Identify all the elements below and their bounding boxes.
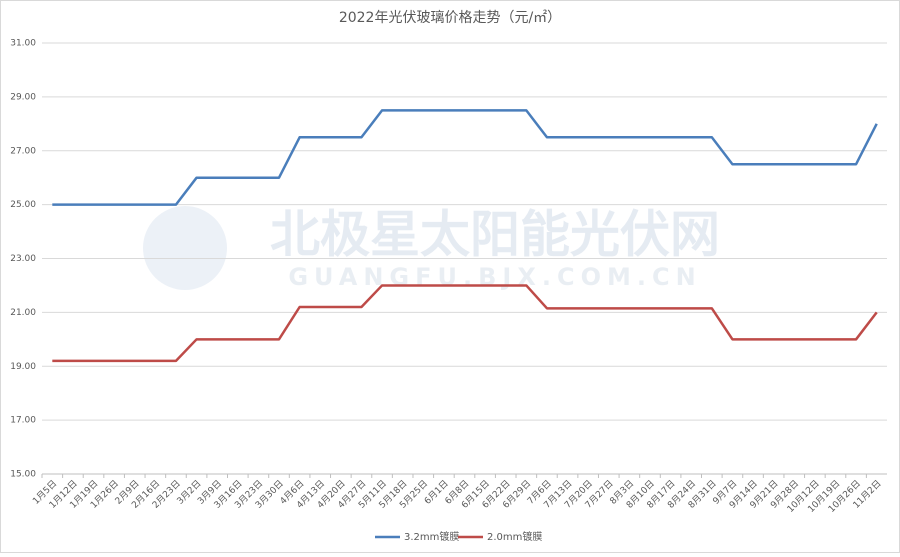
legend-label: 3.2mm镀膜 xyxy=(404,530,459,543)
watermark-name: 北极星太阳能光伏网 xyxy=(270,206,720,264)
chart-title: 2022年光伏玻璃价格走势（元/㎡） xyxy=(339,9,561,26)
y-tick-label: 17.00 xyxy=(10,416,36,426)
y-tick-label: 29.00 xyxy=(10,92,36,102)
watermark: 北极星太阳能光伏网 GUANGFU.BJX.COM.CN xyxy=(143,206,720,291)
legend-label: 2.0mm镀膜 xyxy=(487,530,542,543)
y-tick-label: 21.00 xyxy=(10,308,36,318)
y-tick-label: 23.00 xyxy=(10,254,36,264)
series-line xyxy=(52,284,878,363)
series-line xyxy=(52,109,878,206)
y-tick-label: 27.00 xyxy=(10,146,36,156)
watermark-url: GUANGFU.BJX.COM.CN xyxy=(288,263,701,291)
watermark-logo xyxy=(143,206,227,290)
y-tick-label: 31.00 xyxy=(10,39,36,49)
y-tick-label: 25.00 xyxy=(10,200,36,210)
y-tick-label: 15.00 xyxy=(10,470,36,480)
y-tick-label: 19.00 xyxy=(10,362,36,372)
